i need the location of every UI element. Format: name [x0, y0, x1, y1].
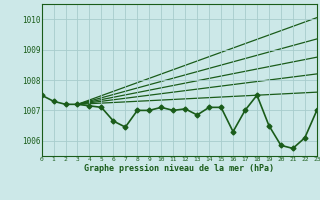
X-axis label: Graphe pression niveau de la mer (hPa): Graphe pression niveau de la mer (hPa): [84, 164, 274, 173]
